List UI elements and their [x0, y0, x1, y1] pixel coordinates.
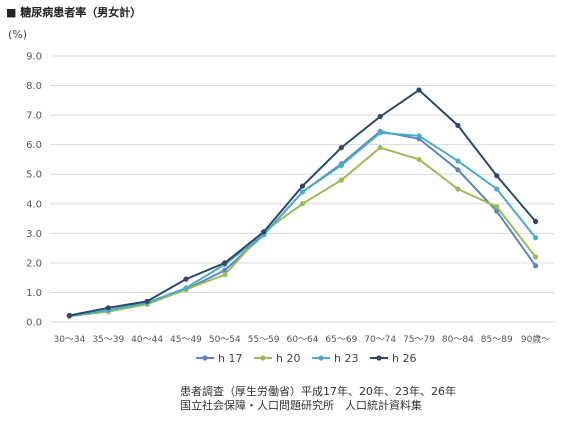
legend-marker: [376, 355, 382, 361]
x-tick-label: 45～49: [170, 335, 202, 345]
y-axis-ticks: 0.0 1.0 2.0 3.0 4.0 5.0 6.0 7.0 8.0 9.0: [26, 52, 42, 329]
series-h17: [66, 128, 539, 319]
data-point-h26: [377, 113, 383, 120]
legend-item-h17: h 17: [196, 352, 242, 365]
data-point-h26: [66, 312, 73, 319]
x-axis-ticks: 30～34 35～39 40～44 45～49 50～54 55～59 60～64 65～69…: [53, 333, 550, 345]
x-tick-label: 35～39: [92, 335, 124, 345]
data-point-h26: [416, 87, 422, 93]
y-tick-label: 4.0: [26, 199, 42, 210]
data-point-h26: [494, 173, 500, 179]
data-point-h20: [338, 177, 344, 183]
data-point-h26: [222, 260, 228, 266]
data-point-h20: [532, 254, 539, 260]
x-tick-label: 50～54: [209, 335, 241, 345]
x-tick-label: 75～79: [403, 335, 435, 345]
gridlines: [50, 55, 555, 323]
y-tick-label: 0.0: [26, 318, 42, 329]
data-point-h23: [338, 162, 344, 168]
y-axis-unit: (%): [8, 28, 28, 41]
chart-title: ■ 糖尿病患者率（男女計）: [6, 6, 142, 19]
y-tick-label: 3.0: [26, 229, 42, 240]
y-tick-label: 2.0: [26, 258, 42, 269]
legend-label: h 20: [276, 352, 300, 365]
data-point-h20: [299, 201, 306, 207]
series-line-h23: [69, 131, 537, 318]
source-note: 患者調査（厚生労働省）平成17年、20年、23年、26年 国立社会保障・人口問題…: [180, 385, 456, 413]
data-point-h23: [455, 158, 461, 164]
data-point-h26: [183, 276, 189, 282]
x-tick-label: 55～59: [248, 335, 280, 345]
series-h26: [66, 87, 539, 319]
line-chart: 0.0 1.0 2.0 3.0 4.0 5.0 6.0 7.0 8.0 9.0 30～34 35～3…: [26, 52, 555, 365]
y-tick-label: 8.0: [26, 81, 42, 92]
x-tick-label: 90歳～: [521, 333, 550, 345]
data-point-h20: [494, 204, 500, 210]
source-line-2: 国立社会保障・人口問題研究所 人口統計資料集: [180, 399, 422, 412]
data-point-h23: [416, 133, 422, 139]
y-tick-label: 1.0: [26, 288, 42, 299]
legend-label: h 23: [334, 352, 358, 365]
legend-label: h 17: [218, 352, 242, 365]
data-point-h20: [377, 145, 383, 151]
data-point-h26: [455, 122, 461, 129]
legend-item-h20: h 20: [254, 352, 300, 365]
data-point-h26: [532, 218, 539, 225]
x-tick-label: 40～44: [131, 335, 163, 345]
data-point-h23: [494, 186, 500, 192]
x-tick-label: 65～69: [325, 335, 357, 345]
data-point-h23: [183, 285, 189, 291]
legend-label: h 26: [392, 352, 416, 365]
legend-marker: [318, 355, 324, 361]
series-line-h20: [69, 146, 537, 318]
legend: h 17 h 20 h 23 h 26: [196, 352, 416, 365]
data-point-h26: [261, 229, 267, 235]
source-line-1: 患者調査（厚生労働省）平成17年、20年、23年、26年: [180, 385, 456, 398]
data-point-h26: [338, 145, 344, 151]
y-tick-label: 5.0: [26, 170, 42, 181]
data-point-h20: [416, 156, 422, 163]
legend-item-h26: h 26: [370, 352, 416, 365]
legend-marker: [202, 355, 208, 361]
series-line-h17: [69, 130, 537, 318]
y-tick-label: 7.0: [26, 111, 42, 122]
series-lines: [66, 87, 539, 319]
y-tick-label: 6.0: [26, 140, 42, 151]
data-point-h17: [455, 167, 461, 173]
data-point-h26: [144, 298, 150, 304]
x-tick-label: 30～34: [53, 335, 85, 345]
data-point-h17: [532, 263, 539, 269]
series-h23: [66, 130, 539, 319]
data-point-h17: [222, 267, 228, 273]
legend-item-h23: h 23: [312, 352, 358, 365]
data-point-h23: [377, 130, 383, 136]
data-point-h26: [105, 305, 111, 311]
data-point-h23: [532, 235, 539, 241]
x-tick-label: 80～84: [442, 335, 474, 345]
x-tick-label: 70～74: [364, 335, 396, 345]
y-tick-label: 9.0: [26, 52, 42, 63]
data-point-h23: [299, 189, 306, 195]
data-point-h26: [299, 183, 306, 189]
legend-marker: [260, 355, 266, 361]
x-tick-label: 85～89: [481, 335, 513, 345]
data-point-h20: [222, 272, 228, 278]
x-tick-label: 60～64: [287, 335, 319, 345]
data-point-h20: [455, 186, 461, 192]
